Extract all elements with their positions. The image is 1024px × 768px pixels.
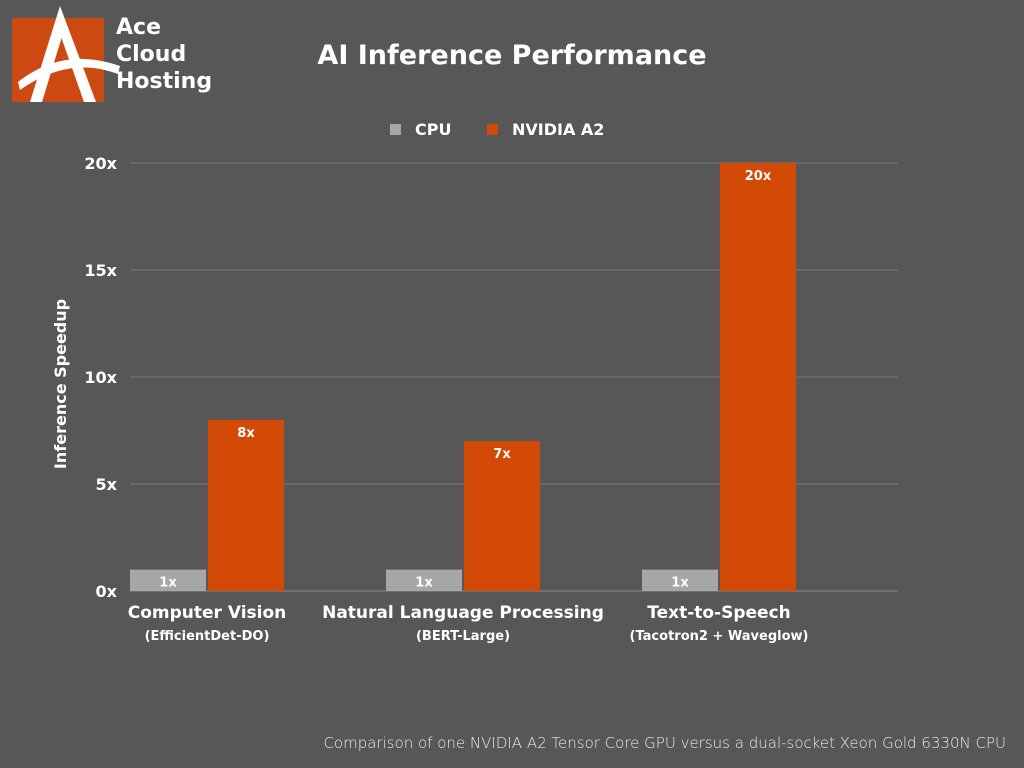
legend-swatch-gpu [487, 124, 498, 135]
y-axis-ticks: 0x 5x 10x 15x 20x [84, 154, 117, 601]
data-label: 1x [159, 576, 177, 591]
legend-label-gpu: NVIDIA A2 [512, 120, 605, 139]
bar-gpu [720, 163, 796, 591]
legend-item-cpu: CPU [390, 120, 451, 139]
data-label: 20x [745, 169, 772, 184]
y-tick-label: 0x [96, 582, 118, 601]
bar-gpu [464, 441, 540, 591]
y-tick-label: 10x [84, 368, 117, 387]
bar-cpu [130, 569, 206, 591]
data-label: 8x [237, 426, 255, 441]
chart-legend: CPU NVIDIA A2 [0, 120, 1024, 140]
bar-cpu [386, 569, 462, 591]
legend-label-cpu: CPU [415, 120, 452, 139]
bars: 1x 8x 1x 7x 1x 20x [130, 163, 796, 591]
y-tick-label: 15x [84, 261, 117, 280]
data-label: 7x [493, 447, 511, 462]
x-axis-categories: Computer Vision (EfficientDet-DO) Natural … [128, 603, 809, 644]
logo-line-3: Hosting [116, 69, 213, 94]
x-category-label: Natural Language Processing [322, 603, 604, 623]
data-label: 1x [415, 576, 433, 591]
legend-item-gpu: NVIDIA A2 [487, 120, 604, 139]
x-category-label: Computer Vision [128, 603, 287, 623]
y-tick-label: 5x [96, 475, 118, 494]
logo-line-1: Ace [116, 15, 161, 40]
brand-logo: Ace Cloud Hosting [12, 4, 224, 102]
x-category-sublabel: (Tacotron2 + Waveglow) [630, 629, 809, 644]
x-category-sublabel: (BERT-Large) [416, 629, 510, 644]
bar-gpu [208, 419, 284, 591]
x-category-label: Text-to-Speech [647, 603, 791, 623]
x-category-sublabel: (EfficientDet-DO) [145, 629, 270, 644]
data-label: 1x [671, 576, 689, 591]
legend-swatch-cpu [390, 124, 401, 135]
bar-cpu [642, 569, 718, 591]
logo-text: Ace Cloud Hosting [116, 14, 212, 95]
y-axis-label: Inference Speedup [51, 299, 70, 469]
chart-title: AI Inference Performance [317, 40, 707, 71]
bar-chart: 0x 5x 10x 15x 20x Inference Speedup 1x 8x 1x 7x… [51, 154, 898, 644]
logo-a-mark-icon [18, 6, 120, 102]
logo-line-2: Cloud [116, 42, 187, 67]
y-tick-label: 20x [84, 154, 117, 173]
footnote: Comparison of one NVIDIA A2 Tensor Core … [323, 734, 1006, 752]
